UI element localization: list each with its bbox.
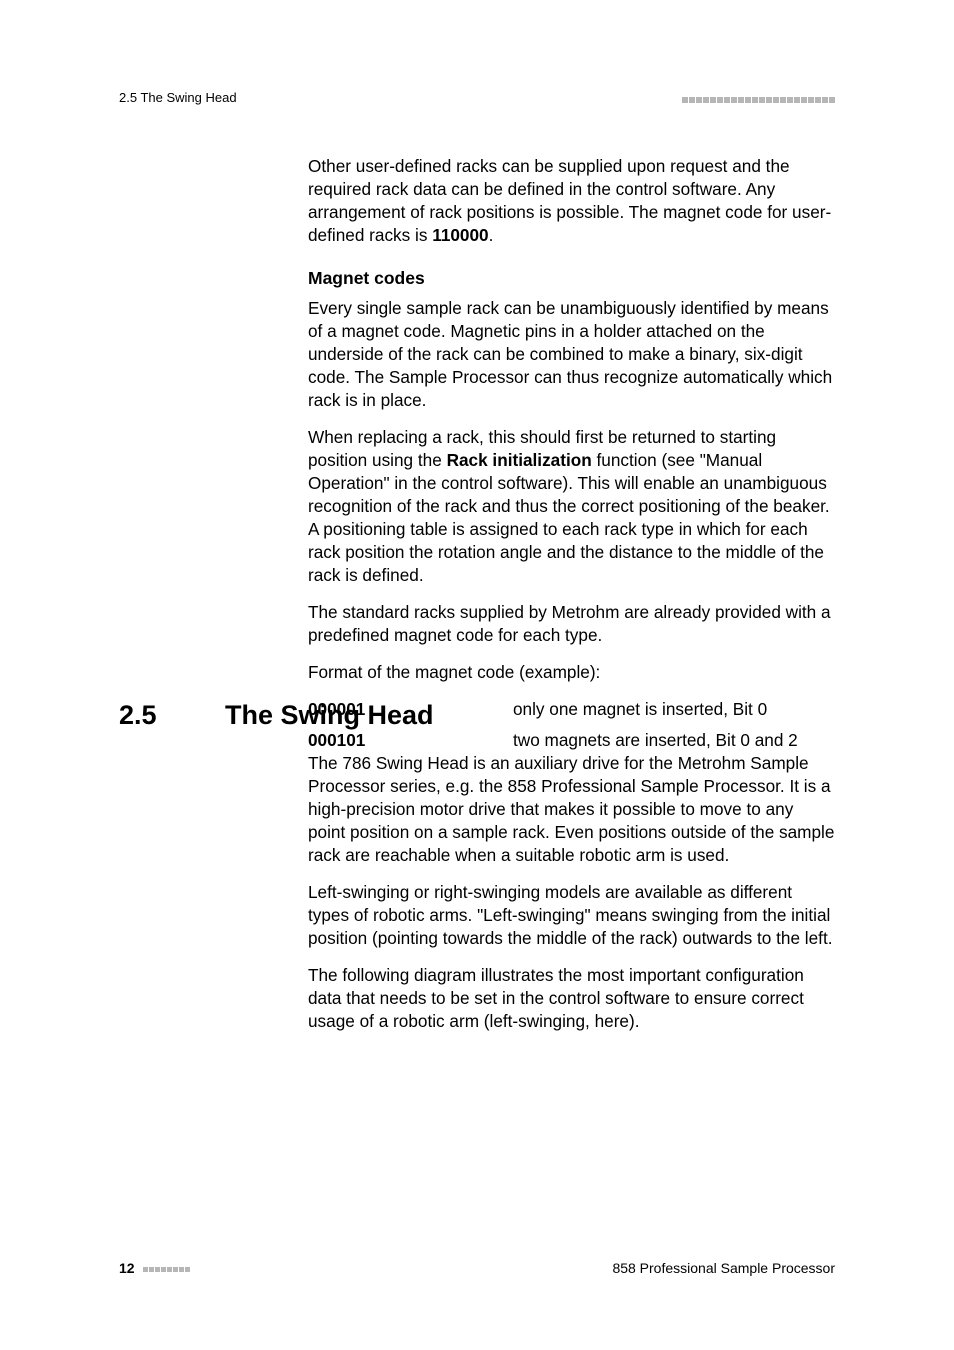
paragraph-standard-racks: The standard racks supplied by Metrohm a… xyxy=(308,601,835,647)
paragraph-replacing: When replacing a rack, this should first… xyxy=(308,426,835,587)
text: . xyxy=(489,225,494,245)
paragraph-identify: Every single sample rack can be unambigu… xyxy=(308,297,835,412)
footer-left: 12 xyxy=(119,1260,190,1276)
footer-right: 858 Professional Sample Processor xyxy=(612,1260,835,1276)
running-head-left: 2.5 The Swing Head xyxy=(119,90,237,105)
code-bold: 110000 xyxy=(432,225,488,245)
section-number: 2.5 xyxy=(119,700,157,731)
subheading-magnet-codes: Magnet codes xyxy=(308,267,835,290)
code-key: 000101 xyxy=(308,729,513,752)
paragraph-diagram-note: The following diagram illustrates the mo… xyxy=(308,964,835,1033)
footer-ornament-squares xyxy=(142,1260,190,1276)
code-row-2: 000101 two magnets are inserted, Bit 0 a… xyxy=(308,729,835,752)
text: function (see "Manual Operation" in the … xyxy=(308,450,830,585)
page-number: 12 xyxy=(119,1260,135,1276)
section-title: The Swing Head xyxy=(225,700,434,731)
body-column-1: Other user-defined racks can be supplied… xyxy=(308,155,835,760)
text: Other user-defined racks can be supplied… xyxy=(308,156,831,245)
paragraph-format: Format of the magnet code (example): xyxy=(308,661,835,684)
header-ornament-squares xyxy=(681,90,835,108)
code-value: only one magnet is inserted, Bit 0 xyxy=(513,698,835,721)
paragraph-swing-models: Left-swinging or right-swinging models a… xyxy=(308,881,835,950)
paragraph-swinghead-intro: The 786 Swing Head is an auxiliary drive… xyxy=(308,752,835,867)
paragraph-userdefined: Other user-defined racks can be supplied… xyxy=(308,155,835,247)
body-column-2: The 786 Swing Head is an auxiliary drive… xyxy=(308,752,835,1048)
code-value: two magnets are inserted, Bit 0 and 2 xyxy=(513,729,835,752)
bold-rack-init: Rack initialization xyxy=(447,450,592,470)
